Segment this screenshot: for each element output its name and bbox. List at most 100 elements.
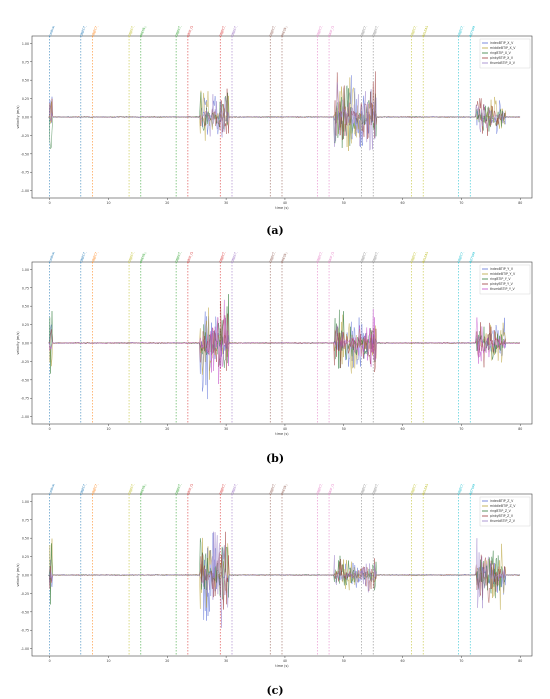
x-tick-label: 0 [49,201,51,205]
event-label: Calibration [48,484,57,495]
event-label: OBJECT_rest_on [360,252,372,263]
event-label: RETURN [468,252,476,263]
event-label: PRESS_GRIP_OPEN [280,484,293,495]
y-tick-label: 0.00 [22,116,29,120]
event-label: OBJECT_off [410,26,420,37]
event-label: OBJECT_rest [230,484,240,495]
series-line [48,531,521,628]
series-line [48,82,521,151]
y-tick-label: 0.00 [22,342,29,346]
event-label: OBJECT_on [174,484,183,495]
event-label: OBJECT_rest_on [218,26,230,37]
x-tick-label: 60 [401,201,405,205]
series-line [48,538,521,605]
y-tick-label: -0.25 [21,592,29,596]
x-tick-label: 70 [459,201,463,205]
y-tick-label: 0.50 [22,305,29,309]
series-line [48,294,521,374]
x-tick-label: 20 [165,201,169,205]
y-axis-label: velocity (m/s) [16,105,20,129]
y-tick-label: 0.75 [22,518,29,522]
event-label: OBJECT_on [174,252,183,263]
event-label: OBJECT_off [410,484,420,495]
event-label: OBJECT_rest [230,252,240,263]
x-tick-label: 40 [283,201,287,205]
x-tick-label: 10 [106,659,110,663]
y-tick-label: 0.25 [22,323,29,327]
y-tick-label: 0.75 [22,60,29,64]
x-axis-label: time (s) [275,432,289,436]
x-tick-label: 70 [459,427,463,431]
series-line [48,71,521,140]
y-tick-label: 0.50 [22,79,29,83]
series-line [48,77,521,152]
y-axis-label: velocity (m/s) [16,563,20,587]
legend-entry: thumbBTIP_Y_V [490,287,516,291]
event-label: OBJECT_on [315,252,324,263]
chart-panel-a: 1.00 0.75 0.50 0.25 0.00 -0.25 -0.50 -0.75 -1.00… [16,26,533,210]
legend-entry: middleBTIP_X_V [490,46,516,50]
legend-entry: indexBTIP_Z_V [490,499,514,503]
event-label: OBJECT_on [315,484,324,495]
x-tick-label: 80 [518,427,522,431]
event-label: OBJECT_off [371,26,381,37]
event-label: OBJECT_off [457,26,467,37]
series-line [48,299,521,385]
y-tick-label: 0.25 [22,97,29,101]
event-label: PRESS_GRIP_CLOSE [139,484,153,495]
y-tick-label: -0.25 [21,360,29,364]
legend-entry: thumbBTIP_X_V [490,61,516,65]
y-tick-label: -0.50 [21,610,29,614]
y-tick-label: -0.50 [21,152,29,156]
y-tick-label: 0.00 [22,574,29,578]
legend-entry: thumbBTIP_Z_V [490,519,516,523]
x-tick-label: 10 [106,427,110,431]
y-tick-label: 1.00 [22,500,29,504]
event-label: OBJECT_rest_on [79,252,91,263]
panel-caption-a: (a) [266,224,284,237]
series-line [48,537,521,610]
event-label: OBJECT_obj_on [127,484,138,495]
legend-box [479,38,531,69]
x-tick-label: 30 [224,659,228,663]
event-label: GRIP_CLOSE [186,252,196,263]
legend-entry: middleBTIP_Z_V [490,504,516,508]
event-label: OBJECT_rest_on [360,26,372,37]
legend-box [479,496,531,527]
event-label: GRIP_OPEN [327,484,337,495]
event-label: OBJECT_rest_on [218,252,230,263]
event-label: OBJECT_obj_on [127,26,138,37]
x-tick-label: 60 [401,427,405,431]
chart-panel-c: 1.00 0.75 0.50 0.25 0.00 -0.25 -0.50 -0.75 -1.00… [16,484,533,668]
x-tick-label: 10 [106,201,110,205]
event-label: Calibration [48,252,57,263]
series-line [48,311,521,400]
x-tick-label: 80 [518,201,522,205]
event-label: OBJECT_rest_on [268,484,280,495]
x-tick-label: 0 [49,659,51,663]
event-label: RELEASE_RETURN [421,484,434,495]
event-label: OBJECT_on [91,484,100,495]
event-label: OBJECT_off [457,484,467,495]
y-tick-label: 1.00 [22,42,29,46]
event-label: OBJECT_rest_on [268,252,280,263]
event-label: GRIP_CLOSE [186,484,196,495]
panel-caption-c: (c) [266,684,284,697]
x-tick-label: 20 [165,659,169,663]
y-axis-label: velocity (m/s) [16,331,20,355]
event-label: OBJECT_off [371,252,381,263]
series-line [48,532,521,621]
legend-entry: pinkyBTIP_X_V [490,56,514,60]
event-label: RETURN [468,484,476,495]
event-label: PRESS_GRIP_CLOSE [139,252,153,263]
x-tick-label: 30 [224,201,228,205]
event-label: RETURN [468,26,476,37]
y-tick-label: -1.00 [21,647,29,651]
x-tick-label: 30 [224,427,228,431]
y-tick-label: -1.00 [21,415,29,419]
legend-entry: indexBTIP_X_V [490,41,514,45]
event-label: OBJECT_obj_on [127,252,138,263]
y-tick-label: 1.00 [22,268,29,272]
legend-entry: middleBTIP_Y_V [490,272,516,276]
event-label: PRESS_GRIP_CLOSE [139,26,153,37]
